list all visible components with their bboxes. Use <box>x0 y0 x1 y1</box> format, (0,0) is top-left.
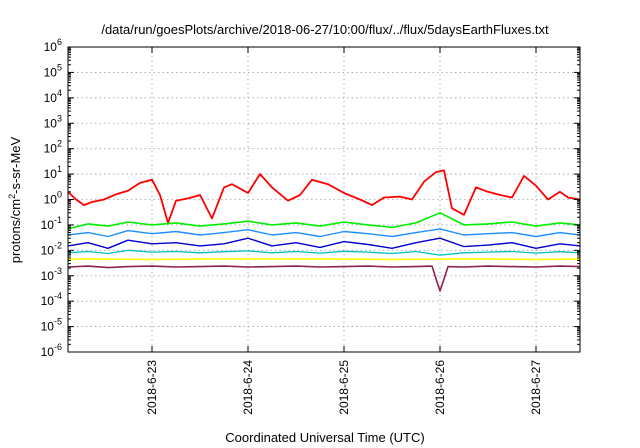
y-tick-label: 10-6 <box>41 342 62 359</box>
y-tick-base: 10 <box>44 91 58 105</box>
y-tick-exponent: -5 <box>54 317 62 327</box>
y-axis-label-part-1: protons/cm <box>8 199 23 263</box>
y-tick-label: 10-5 <box>41 317 62 334</box>
series-line-3 <box>67 228 581 238</box>
y-tick-label: 106 <box>44 37 62 54</box>
y-tick-exponent: -4 <box>54 291 62 301</box>
y-tick-base: 10 <box>44 40 58 54</box>
y-tick-base: 10 <box>44 65 58 79</box>
y-tick-base: 10 <box>41 269 55 283</box>
y-tick-base: 10 <box>41 320 55 334</box>
y-tick-base: 10 <box>41 345 55 359</box>
grid-layer <box>68 47 580 352</box>
y-tick-label: 103 <box>44 113 62 130</box>
y-tick-base: 10 <box>41 294 55 308</box>
y-tick-label: 104 <box>44 88 62 105</box>
y-tick-label: 105 <box>44 62 62 79</box>
x-tick-label: 2018-6-23 <box>145 360 159 415</box>
series-line-1 <box>67 169 581 224</box>
y-tick-label: 10-2 <box>41 240 62 257</box>
y-tick-exponent: 0 <box>57 190 62 200</box>
y-tick-base: 10 <box>41 218 55 232</box>
y-tick-base: 10 <box>44 116 58 130</box>
series-line-7 <box>67 265 581 292</box>
y-tick-exponent: 6 <box>57 37 62 47</box>
y-tick-label: 10-1 <box>41 215 62 232</box>
x-tick-label: 2018-6-25 <box>337 360 351 415</box>
x-tick-label: 2018-6-26 <box>433 360 447 415</box>
ticks-layer: 10-610-510-410-310-210-11001011021031041… <box>41 37 580 415</box>
series-layer <box>67 169 581 292</box>
y-tick-exponent: 2 <box>57 139 62 149</box>
y-axis-label-superscript: 2 <box>7 194 17 199</box>
y-tick-base: 10 <box>44 167 58 181</box>
y-tick-exponent: -2 <box>54 240 62 250</box>
y-tick-label: 101 <box>44 164 62 181</box>
y-tick-label: 10-3 <box>41 266 62 283</box>
x-tick-label: 2018-6-24 <box>241 360 255 415</box>
x-tick-label: 2018-6-27 <box>529 360 543 415</box>
y-tick-label: 10-4 <box>41 291 62 308</box>
y-axis-label-part-2: -s-sr-MeV <box>8 136 23 193</box>
series-line-2 <box>67 212 581 230</box>
y-tick-base: 10 <box>41 243 55 257</box>
y-tick-label: 102 <box>44 139 62 156</box>
y-tick-exponent: 1 <box>57 164 62 174</box>
y-axis-label: protons/cm2-s-sr-MeV <box>7 136 23 263</box>
y-tick-base: 10 <box>44 193 58 207</box>
chart-title: /data/run/goesPlots/archive/2018-06-27/1… <box>101 22 549 37</box>
y-tick-exponent: 4 <box>57 88 62 98</box>
y-tick-base: 10 <box>44 142 58 156</box>
series-line-6 <box>68 258 581 261</box>
y-tick-exponent: 3 <box>57 113 62 123</box>
y-tick-label: 100 <box>44 190 62 207</box>
x-axis-label: Coordinated Universal Time (UTC) <box>225 430 424 445</box>
y-tick-exponent: -3 <box>54 266 62 276</box>
y-tick-exponent: 5 <box>57 62 62 72</box>
series-line-5 <box>67 249 581 256</box>
series-line-4 <box>67 237 581 250</box>
y-tick-exponent: -6 <box>54 342 62 352</box>
y-tick-exponent: -1 <box>54 215 62 225</box>
